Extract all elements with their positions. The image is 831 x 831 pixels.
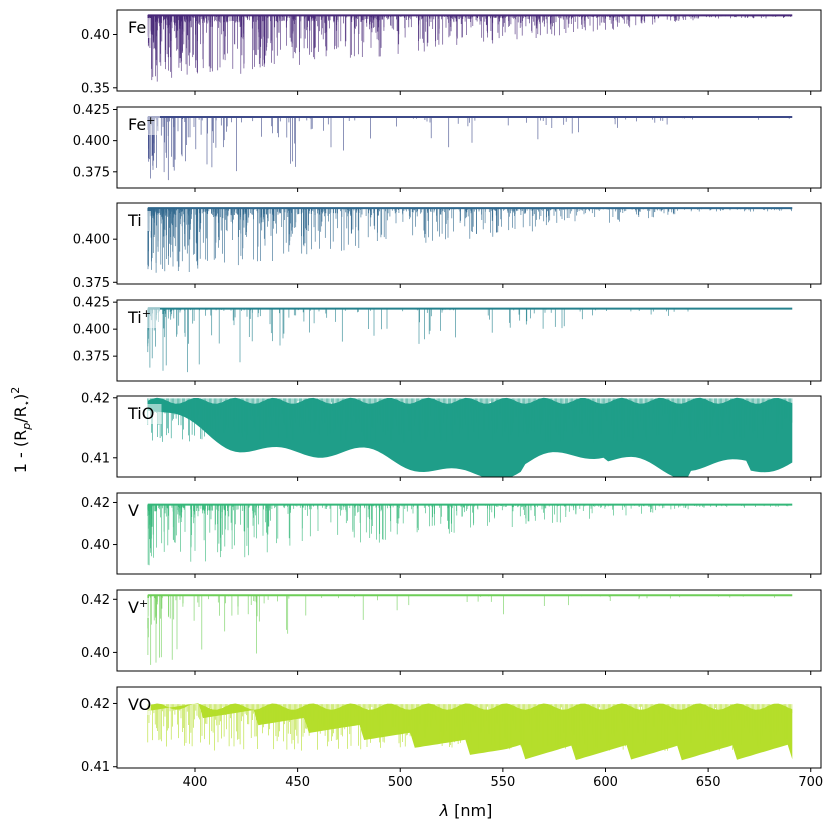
y-tick-label: 0.40 — [81, 646, 110, 661]
species-label-box — [124, 404, 162, 424]
y-tick-label: 0.375 — [73, 350, 110, 365]
species-label: Ti+ — [127, 307, 151, 327]
panel-fe: 0.35 0.40 Fe — [81, 9, 822, 96]
x-tick-label: 500 — [388, 775, 413, 790]
panel-frame — [116, 492, 822, 575]
y-tick-label: 0.41 — [81, 451, 110, 466]
species-label: VO — [128, 695, 151, 714]
x-tick-label: 650 — [696, 775, 721, 790]
panel-vo: 0.41 0.42 VO — [81, 686, 822, 775]
y-tick-label: 0.400 — [73, 323, 110, 338]
species-label-box — [124, 18, 151, 38]
species-label: V+ — [128, 597, 148, 617]
species-label-box — [124, 211, 151, 231]
panel-frame — [116, 202, 822, 285]
species-label: Fe+ — [128, 114, 155, 134]
panel-frame — [116, 686, 822, 769]
panel-frame — [116, 9, 822, 92]
spectrum-ti-ion — [147, 307, 793, 373]
panel-frame — [116, 395, 822, 478]
y-tick-label: 0.400 — [73, 233, 110, 248]
spectrum-ti — [147, 207, 793, 273]
species-label-box — [124, 501, 141, 521]
species-label: Fe — [128, 18, 146, 37]
y-tick-label: 0.425 — [73, 103, 110, 118]
y-tick-label: 0.42 — [81, 496, 110, 511]
y-tick-label: 0.40 — [81, 28, 110, 43]
panel-ti-ion: 0.375 0.400 0.425 Ti+ — [73, 296, 822, 385]
y-tick-label: 0.40 — [81, 538, 110, 553]
species-label-box — [124, 695, 151, 715]
x-axis-title: λ [nm] — [439, 801, 493, 820]
x-tick-label: 550 — [490, 775, 515, 790]
species-label-box — [124, 598, 150, 618]
species-label: Ti — [127, 211, 142, 230]
y-tick-label: 0.42 — [81, 697, 110, 712]
panel-ti: 0.375 0.400 Ti — [73, 202, 822, 291]
species-label-box — [124, 115, 160, 135]
panel-frame — [116, 589, 822, 672]
spectrum-fe — [147, 14, 793, 82]
panel-tio: 0.41 0.42 TiO — [81, 391, 822, 481]
panel-frame — [116, 299, 822, 382]
y-tick-label: 0.400 — [73, 134, 110, 149]
x-tick-label: 700 — [798, 775, 823, 790]
species-label-box — [124, 308, 160, 328]
x-tick-label: 400 — [183, 775, 208, 790]
panel-v-ion: 0.40 0.42 V+ — [81, 589, 822, 675]
panel-frame — [116, 106, 822, 189]
spectrum-tio — [147, 397, 793, 477]
y-tick-label: 0.42 — [81, 593, 110, 608]
panel-fe-ion: 0.375 0.400 0.425 Fe+ — [73, 103, 822, 192]
y-tick-label: 0.375 — [73, 165, 110, 180]
y-tick-label: 0.425 — [73, 296, 110, 311]
species-label: V — [128, 501, 139, 520]
spectrum-v-ion — [147, 594, 793, 665]
y-tick-label: 0.375 — [73, 276, 110, 291]
y-tick-label: 0.35 — [81, 81, 110, 96]
panel-v: 0.40 0.42 V — [81, 492, 822, 578]
x-tick-label: 600 — [593, 775, 618, 790]
species-label: TiO — [127, 404, 154, 423]
x-tick-label: 450 — [285, 775, 310, 790]
spectrum-fe-ion — [147, 115, 793, 181]
spectrum-vo — [147, 703, 793, 761]
y-tick-label: 0.42 — [81, 391, 110, 406]
y-tick-label: 0.41 — [81, 760, 110, 775]
y-axis-title: 1 - (Rp/R⋆)2 — [9, 387, 33, 474]
spectrum-v — [147, 503, 793, 566]
